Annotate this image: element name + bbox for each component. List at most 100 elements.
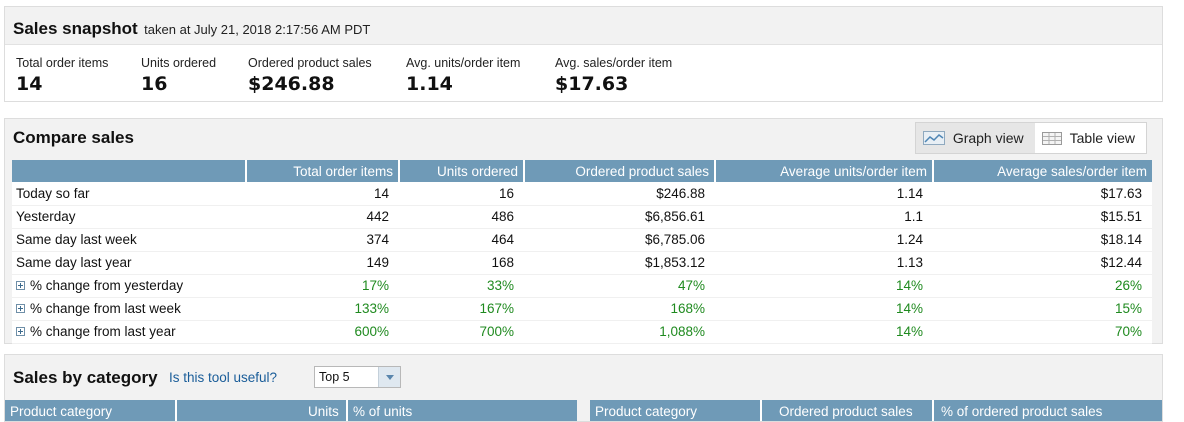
table-row-pct-change: % change from yesterday 17% 33% 47% 14% … (12, 274, 1152, 298)
tool-feedback-link[interactable]: Is this tool useful? (169, 370, 278, 385)
sales-snapshot-title: Sales snapshot (13, 19, 138, 38)
column-divider (760, 400, 762, 421)
table-cell: 149 (246, 251, 399, 275)
table-cell: 1,088% (524, 320, 715, 344)
table-cell: $12.44 (933, 251, 1152, 275)
metric-avg-sales: Avg. sales/order item $17.63 (555, 56, 672, 95)
table-cell: 168 (399, 251, 524, 275)
table-cell: 442 (246, 205, 399, 229)
column-header: % of units (353, 404, 413, 419)
table-row: Today so far 14 16 $246.88 1.14 $17.63 (12, 182, 1152, 206)
table-cell: $18.14 (933, 228, 1152, 252)
metric-label: Avg. sales/order item (555, 56, 673, 70)
column-divider (932, 400, 934, 421)
table-cell: 47% (524, 274, 715, 298)
sales-by-category-panel: Sales by category Is this tool useful? T… (4, 354, 1163, 422)
table-cell: $17.63 (933, 182, 1152, 206)
metric-avg-units: Avg. units/order item 1.14 (406, 56, 520, 95)
graph-view-label: Graph view (952, 130, 1024, 146)
table-cell: 17% (246, 274, 399, 298)
line-chart-icon (922, 131, 945, 145)
table-cell: $1,853.12 (524, 251, 715, 275)
table-cell: 15% (933, 297, 1152, 321)
snapshot-timestamp: taken at July 21, 2018 2:17:56 AM PDT (144, 22, 371, 37)
expand-plus-icon[interactable] (16, 304, 25, 313)
row-label-text: % change from last year (30, 324, 176, 339)
column-header: Units ordered (398, 160, 524, 182)
table-cell: 486 (399, 205, 524, 229)
table-cell: $246.88 (524, 182, 715, 206)
column-divider (346, 400, 348, 421)
table-icon (1041, 131, 1062, 145)
expand-plus-icon[interactable] (16, 327, 25, 336)
table-cell: 700% (399, 320, 524, 344)
view-toggle: Graph view Table view (914, 122, 1147, 154)
metric-ordered-product-sales: Ordered product sales $246.88 (248, 56, 372, 95)
table-cell: 26% (933, 274, 1152, 298)
table-cell: 16 (399, 182, 524, 206)
column-header: Ordered product sales (779, 404, 913, 419)
column-header: Product category (10, 404, 113, 419)
table-cell: 1.24 (715, 228, 933, 252)
category-units-table-header: Product category Units % of units (5, 400, 577, 421)
row-label: Yesterday (12, 205, 246, 229)
metric-value: 14 (16, 73, 43, 95)
compare-sales-panel: Compare sales Graph view Table view (4, 118, 1163, 344)
metric-total-order-items: Total order items 14 (16, 56, 108, 95)
sales-snapshot-panel: Sales snapshot taken at July 21, 2018 2:… (4, 6, 1163, 102)
chevron-down-icon[interactable] (378, 367, 400, 387)
table-cell: 14% (715, 274, 933, 298)
graph-view-button[interactable]: Graph view (916, 123, 1035, 153)
top-n-select[interactable]: Top 5 (314, 366, 401, 388)
table-row-pct-change: % change from last week 133% 167% 168% 1… (12, 297, 1152, 321)
table-cell: 464 (399, 228, 524, 252)
expand-plus-icon[interactable] (16, 281, 25, 290)
metric-label: Ordered product sales (248, 56, 372, 70)
column-header: Average units/order item (714, 160, 933, 182)
column-divider (175, 400, 177, 421)
table-header-row: Total order items Units ordered Ordered … (12, 160, 1152, 182)
row-label-text: % change from last week (30, 301, 181, 316)
table-view-button[interactable]: Table view (1034, 123, 1146, 153)
column-header: Average sales/order item (932, 160, 1152, 182)
metric-value: $246.88 (248, 73, 335, 95)
column-header: Units (308, 404, 339, 419)
column-header: Total order items (245, 160, 399, 182)
table-cell: 70% (933, 320, 1152, 344)
table-cell: 374 (246, 228, 399, 252)
table-cell: $6,785.06 (524, 228, 715, 252)
sales-snapshot-header: Sales snapshot taken at July 21, 2018 2:… (5, 7, 1162, 45)
metric-units-ordered: Units ordered 16 (141, 56, 216, 95)
metric-label: Avg. units/order item (406, 56, 521, 70)
table-row-pct-change: % change from last year 600% 700% 1,088%… (12, 320, 1152, 344)
category-sales-table-header: Product category Ordered product sales %… (590, 400, 1162, 421)
column-header: % of ordered product sales (941, 404, 1103, 419)
table-cell: 1.13 (715, 251, 933, 275)
sales-by-category-title: Sales by category (13, 368, 158, 387)
table-cell: 14% (715, 320, 933, 344)
row-label: Same day last week (12, 228, 246, 252)
table-cell: 1.14 (715, 182, 933, 206)
metric-value: $17.63 (555, 73, 629, 95)
row-label-text: % change from yesterday (30, 278, 184, 293)
table-cell: 600% (246, 320, 399, 344)
metric-label: Total order items (16, 56, 109, 70)
table-cell: 167% (399, 297, 524, 321)
row-label: % change from last week (12, 297, 246, 321)
column-header: Product category (595, 404, 698, 419)
row-label: % change from last year (12, 320, 246, 344)
table-cell: 133% (246, 297, 399, 321)
row-label: Same day last year (12, 251, 246, 275)
table-cell: 14 (246, 182, 399, 206)
compare-sales-table: Total order items Units ordered Ordered … (12, 160, 1152, 344)
metric-value: 1.14 (406, 73, 453, 95)
compare-sales-title: Compare sales (13, 128, 134, 147)
table-cell: 168% (524, 297, 715, 321)
column-header (12, 160, 246, 182)
table-row: Yesterday 442 486 $6,856.61 1.1 $15.51 (12, 205, 1152, 229)
table-cell: $6,856.61 (524, 205, 715, 229)
table-row: Same day last year 149 168 $1,853.12 1.1… (12, 251, 1152, 275)
metric-label: Units ordered (141, 56, 217, 70)
table-view-label: Table view (1069, 130, 1135, 146)
row-label: % change from yesterday (12, 274, 246, 298)
